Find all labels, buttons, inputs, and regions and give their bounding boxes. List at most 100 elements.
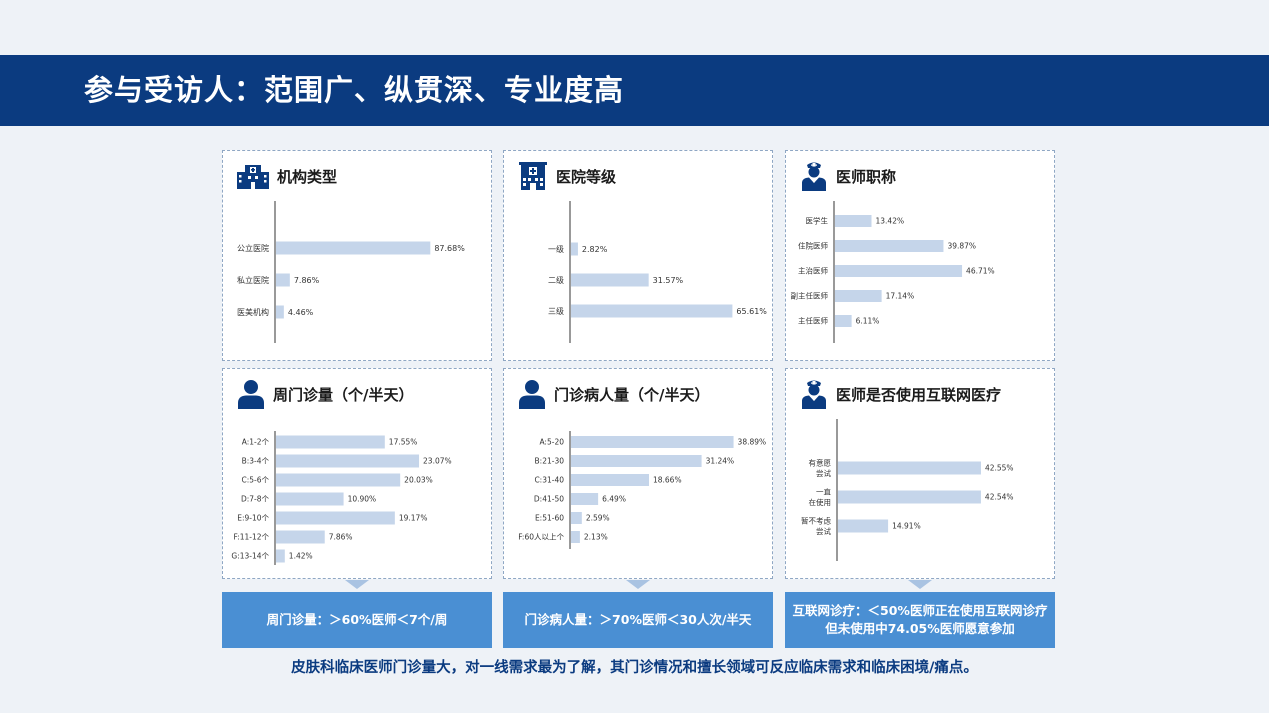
summary-line: 但未使用中74.05%医师愿意参加 xyxy=(825,621,1015,636)
value-label: 6.11% xyxy=(856,317,880,326)
value-label: 46.71% xyxy=(966,267,995,276)
chart-weekly-visits: A:1-2个 17.55% B:3-4个 23.07% C:5-6个 20.03% D:7-… xyxy=(231,431,452,565)
bar xyxy=(571,273,649,287)
category-label: 有意愿尝试 xyxy=(809,457,832,478)
bar xyxy=(835,290,882,302)
category-label: E:9-10个 xyxy=(237,514,269,523)
bar xyxy=(571,474,649,486)
summary-line: 门诊病人量：＞70%医师＜30人次/半天 xyxy=(524,612,752,627)
category-label-line: 副主任医师 xyxy=(791,291,829,301)
category-label: B:3-4个 xyxy=(242,457,270,466)
pointer-triangle xyxy=(345,580,369,589)
value-label: 42.55% xyxy=(985,464,1014,473)
panel-title: 医师是否使用互联网医疗 xyxy=(836,385,1002,404)
category-label-line: B:21-30 xyxy=(535,457,565,466)
value-label: 87.68% xyxy=(434,244,465,253)
category-label: A:1-2个 xyxy=(242,438,270,447)
value-label: 13.42% xyxy=(876,217,905,226)
category-label: C:5-6个 xyxy=(241,476,269,485)
value-label: 42.54% xyxy=(985,493,1014,502)
bar xyxy=(276,549,285,563)
category-label-line: A:1-2个 xyxy=(242,438,270,447)
bar xyxy=(276,530,325,544)
category-label-line: 在使用 xyxy=(809,497,832,507)
bar xyxy=(276,305,284,319)
bar xyxy=(838,461,981,475)
category-label: 一直在使用 xyxy=(809,486,832,507)
category-label-line: 暂不考虑 xyxy=(801,515,831,525)
category-label: 医学生 xyxy=(806,216,829,226)
category-label-line: 公立医院 xyxy=(237,243,269,253)
category-label: 住院医师 xyxy=(798,241,828,251)
chart-physician-title: 医学生 13.42% 住院医师 39.87% 主治医师 46.71% 副主任医师 17.14%… xyxy=(791,201,995,343)
bar xyxy=(571,455,702,467)
value-label: 18.66% xyxy=(653,476,682,485)
panel-title: 门诊病人量（个/半天） xyxy=(554,385,710,404)
bar xyxy=(838,519,889,533)
category-label-line: A:5-20 xyxy=(539,438,564,447)
category-label-line: 主任医师 xyxy=(798,316,828,326)
category-label-line: 一级 xyxy=(548,244,564,254)
value-label: 10.90% xyxy=(348,495,377,504)
category-label-line: 私立医院 xyxy=(237,275,269,285)
category-label-line: 住院医师 xyxy=(798,241,828,251)
bar xyxy=(276,492,344,506)
panel-hospital-level: 一级 2.82% 二级 31.57% 三级 65.61% 医院等级 xyxy=(503,150,773,361)
category-label-line: E:51-60 xyxy=(535,514,564,523)
summary-line: 互联网诊疗：＜50%医师正在使用互联网诊疗 xyxy=(792,603,1048,618)
category-label: 公立医院 xyxy=(237,243,269,253)
category-label: 主治医师 xyxy=(798,266,828,276)
category-label: 一级 xyxy=(548,244,564,254)
category-label: 暂不考虑尝试 xyxy=(801,515,831,536)
chart-institution-type: 公立医院 87.68% 私立医院 7.86% 医美机构 4.46% xyxy=(237,201,465,343)
category-label-line: 主治医师 xyxy=(798,266,828,276)
category-label: C:31-40 xyxy=(534,476,564,485)
bar xyxy=(571,242,578,256)
value-label: 2.59% xyxy=(586,514,610,523)
value-label: 17.14% xyxy=(886,292,915,301)
category-label: G:13-14个 xyxy=(231,552,269,561)
category-label: D:41-50 xyxy=(534,495,564,504)
panel-weekly-visits: A:1-2个 17.55% B:3-4个 23.07% C:5-6个 20.03% D:7-… xyxy=(222,368,492,579)
summary-line: 周门诊量：＞60%医师＜7个/周 xyxy=(266,612,448,627)
doctor-icon xyxy=(800,161,828,191)
value-label: 20.03% xyxy=(404,476,433,485)
value-label: 39.87% xyxy=(947,242,976,251)
bar xyxy=(276,473,401,487)
pointer-triangle xyxy=(908,580,932,589)
category-label: 副主任医师 xyxy=(791,291,829,301)
category-label-line: 尝试 xyxy=(816,468,831,478)
category-label-line: C:31-40 xyxy=(534,476,564,485)
category-label-line: 尝试 xyxy=(816,526,831,536)
panel-institution-type: 公立医院 87.68% 私立医院 7.86% 医美机构 4.46% 机构类型 xyxy=(222,150,492,361)
category-label: 私立医院 xyxy=(237,275,269,285)
category-label: F:11-12个 xyxy=(233,533,269,542)
value-label: 38.89% xyxy=(738,438,767,447)
value-label: 19.17% xyxy=(399,514,428,523)
bar xyxy=(571,436,734,448)
value-label: 65.61% xyxy=(736,307,767,316)
category-label-line: 三级 xyxy=(548,306,564,316)
bar xyxy=(276,435,385,449)
category-label: 二级 xyxy=(548,275,564,285)
category-label-line: E:9-10个 xyxy=(237,514,269,523)
panel-title: 医师职称 xyxy=(836,167,897,186)
hospital-icon xyxy=(518,162,548,190)
value-label: 31.57% xyxy=(653,276,684,285)
hospital-building-icon xyxy=(237,163,269,189)
category-label: 三级 xyxy=(548,306,564,316)
value-label: 2.13% xyxy=(584,533,608,542)
panel-outpatient-volume: A:5-20 38.89% B:21-30 31.24% C:31-40 18.66% D:… xyxy=(503,368,773,579)
category-label-line: B:3-4个 xyxy=(242,457,270,466)
category-label-line: 医美机构 xyxy=(237,307,269,317)
category-label-line: C:5-6个 xyxy=(241,476,269,485)
value-label: 7.86% xyxy=(329,533,353,542)
category-label: E:51-60 xyxy=(535,514,564,523)
category-label-line: 二级 xyxy=(548,275,564,285)
category-label: B:21-30 xyxy=(535,457,565,466)
bar xyxy=(835,215,872,227)
person-icon xyxy=(237,379,265,409)
person-icon xyxy=(518,379,546,409)
value-label: 23.07% xyxy=(423,457,452,466)
